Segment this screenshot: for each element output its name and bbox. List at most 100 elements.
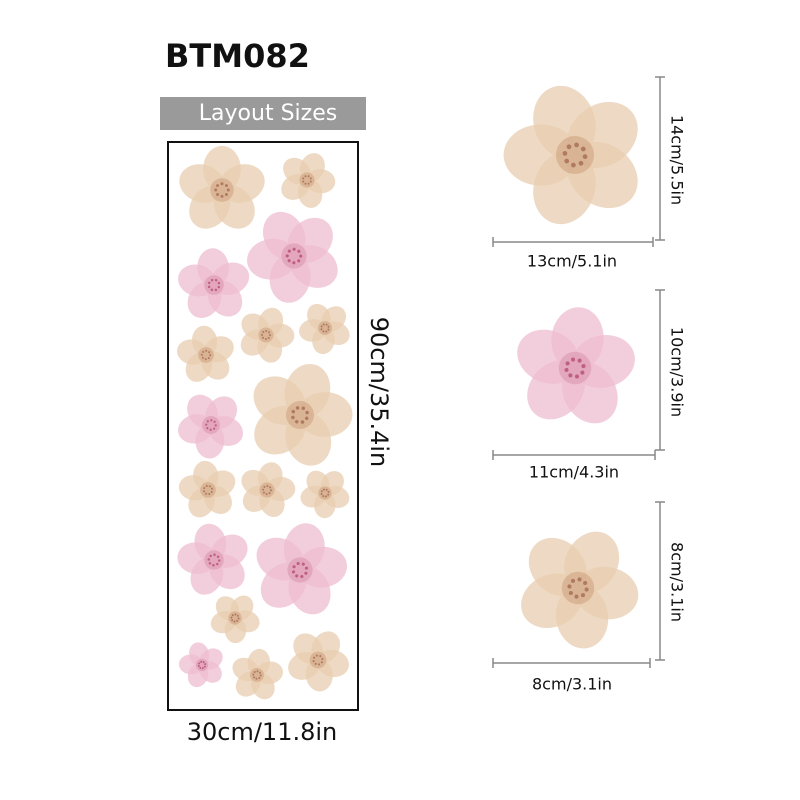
stamen xyxy=(291,409,296,414)
stamen xyxy=(574,374,579,379)
flower-center xyxy=(195,658,209,672)
stamen xyxy=(320,490,323,493)
stamen xyxy=(315,654,318,657)
flower-center xyxy=(555,135,595,175)
flower xyxy=(177,325,234,382)
stamen xyxy=(285,254,289,258)
stamen xyxy=(208,562,212,565)
flower xyxy=(281,153,336,208)
stamen xyxy=(220,194,224,198)
stamen xyxy=(327,328,330,331)
flower-center xyxy=(318,321,332,335)
stamen xyxy=(571,357,576,362)
stamen xyxy=(262,331,265,334)
sample-width: 8cm/3.1in xyxy=(532,675,612,694)
stamen xyxy=(319,655,322,658)
flower xyxy=(503,85,638,225)
stamen xyxy=(214,188,218,192)
stamen xyxy=(296,561,300,566)
stamen xyxy=(216,184,220,188)
stamen xyxy=(574,142,579,148)
stamen xyxy=(301,406,306,411)
sticker-sheet xyxy=(167,141,359,711)
stamen xyxy=(209,354,212,357)
flower-center xyxy=(204,550,224,570)
stamen xyxy=(302,177,305,180)
stamen xyxy=(210,487,213,490)
stamen xyxy=(209,554,212,558)
stamen xyxy=(226,188,230,192)
flower-center xyxy=(299,172,315,188)
flower xyxy=(521,531,639,649)
stamen xyxy=(262,336,265,339)
stamen xyxy=(233,620,236,623)
stamen xyxy=(202,350,205,353)
stamen xyxy=(567,584,572,589)
stamen xyxy=(200,660,203,663)
stamen xyxy=(213,553,216,557)
flower-center xyxy=(198,347,214,363)
stamen xyxy=(198,662,201,665)
stamen xyxy=(578,160,584,166)
flower xyxy=(178,248,250,318)
stamen xyxy=(307,175,310,178)
stamen xyxy=(267,336,270,339)
flower xyxy=(178,460,236,518)
stamen xyxy=(236,619,239,622)
stamen xyxy=(256,670,259,673)
flower xyxy=(299,303,350,355)
stamen xyxy=(269,486,272,489)
stamen xyxy=(253,676,256,679)
stamen xyxy=(203,490,206,493)
stamen xyxy=(581,364,586,369)
stamen xyxy=(577,358,582,363)
stamen xyxy=(266,484,269,487)
flower xyxy=(178,642,223,688)
stamen xyxy=(261,488,264,491)
flower xyxy=(241,462,296,518)
stamen xyxy=(322,488,325,491)
flower xyxy=(300,470,350,519)
stamen xyxy=(255,677,258,680)
stamen xyxy=(205,349,208,352)
stamen xyxy=(568,590,573,596)
stamen xyxy=(297,249,301,253)
stamen xyxy=(253,671,256,674)
stamen xyxy=(210,278,214,282)
stamen xyxy=(205,492,208,495)
stamen xyxy=(259,674,262,677)
stamen xyxy=(202,661,205,664)
stamen xyxy=(313,656,316,659)
stamen xyxy=(292,247,296,251)
petal xyxy=(178,654,204,675)
stamen xyxy=(300,574,304,579)
stamen xyxy=(301,562,305,566)
stamen xyxy=(292,261,296,265)
stamen xyxy=(568,373,573,378)
stamen xyxy=(321,657,324,660)
stamen xyxy=(210,288,214,292)
stamen xyxy=(213,427,216,430)
product-code: BTM082 xyxy=(165,37,310,75)
stamen xyxy=(263,485,266,488)
stamen xyxy=(305,410,309,415)
stamen xyxy=(204,663,207,666)
stamen xyxy=(217,285,221,289)
stamen xyxy=(258,671,261,674)
stamen xyxy=(564,367,569,372)
flower-center xyxy=(200,482,216,498)
stamen xyxy=(265,493,268,496)
stamen xyxy=(214,288,218,292)
flower-center xyxy=(259,482,275,498)
stamen xyxy=(312,660,315,663)
petal xyxy=(197,248,229,287)
stamen xyxy=(208,492,211,495)
stamen xyxy=(203,487,206,490)
stamen xyxy=(564,158,570,164)
flowers xyxy=(177,85,639,700)
stamen xyxy=(295,574,299,578)
stamen xyxy=(582,154,588,159)
stamen xyxy=(304,182,307,185)
stamen xyxy=(291,570,296,574)
